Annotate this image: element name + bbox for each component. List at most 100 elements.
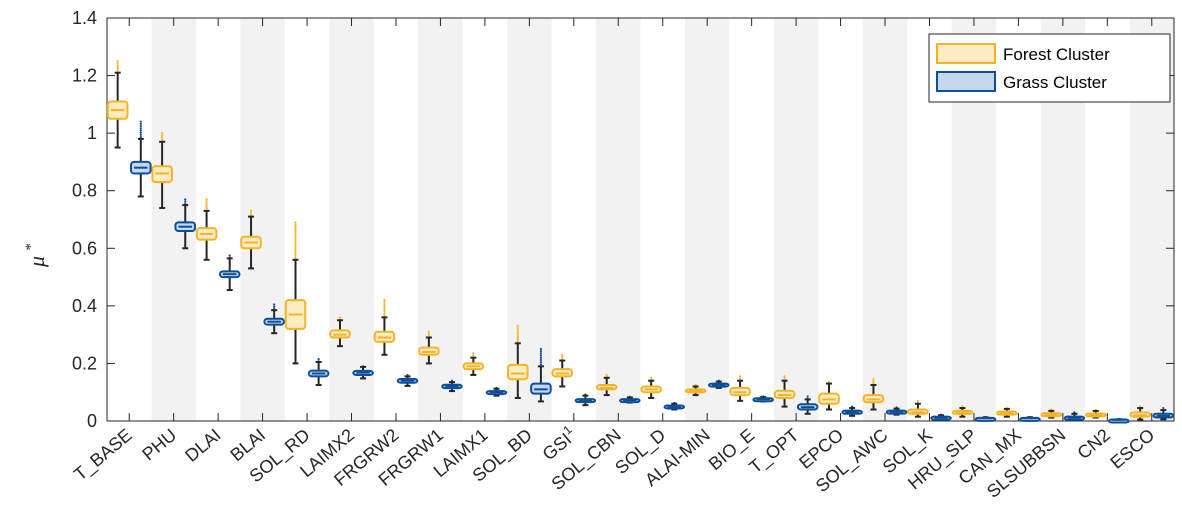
box-laimx1-grass [485, 386, 508, 397]
outlier-point [294, 243, 297, 246]
box-frgrw2-forest [373, 299, 396, 356]
outlier-point [383, 314, 386, 317]
box-sol_rd-forest [284, 221, 307, 365]
box-can_mx-forest [996, 406, 1018, 418]
box-sol_awc-forest [862, 378, 885, 411]
outlier-point [539, 354, 543, 357]
outlier-point [294, 232, 297, 235]
band-blai [240, 18, 285, 421]
outlier-point [273, 305, 276, 308]
outlier-point [539, 347, 543, 351]
y-axis-label-text: μ [24, 256, 49, 268]
outlier-point [184, 198, 187, 201]
outlier-point [161, 132, 164, 135]
outlier-point [294, 225, 297, 228]
outlier-point [472, 352, 475, 355]
outlier-point [561, 353, 564, 356]
y-tick-label: 0.8 [72, 181, 97, 201]
plot-frame [106, 17, 1175, 422]
box-alai-min-forest [684, 383, 707, 397]
box-sol_k-grass [930, 413, 952, 421]
y-tick-label: 0.6 [72, 238, 97, 258]
box-esco-forest [1129, 405, 1151, 421]
band-laimx2 [329, 18, 374, 421]
box-series [106, 60, 1175, 424]
outlier-point [872, 378, 875, 381]
outlier-point [116, 60, 119, 63]
y-axis-label: μ * [23, 243, 49, 268]
outlier-point [205, 198, 208, 201]
y-tick-label: 0.2 [72, 353, 97, 373]
band-alai-min [684, 18, 730, 421]
box-alai-min-grass [707, 379, 730, 389]
outlier-point [738, 375, 742, 378]
outlier-point [294, 245, 297, 248]
x-tick-label-esco: ESCO [1106, 425, 1158, 473]
band-t_opt [773, 18, 819, 421]
outlier-point [294, 241, 297, 244]
x-tick-label-dlai: DLAI [181, 425, 225, 466]
outlier-point [294, 238, 297, 242]
band-sol_cbn [596, 18, 641, 421]
outlier-point [516, 333, 519, 336]
box-frgrw1-forest [418, 330, 440, 365]
outlier-point [738, 377, 742, 380]
y-tick-label: 1.2 [72, 66, 97, 86]
outlier-point [294, 221, 297, 224]
box-hru_slp-forest [951, 405, 974, 418]
outlier-point [116, 64, 119, 67]
outlier-point [516, 327, 519, 330]
outlier-point [294, 247, 297, 250]
outlier-point [249, 209, 253, 212]
outlier-point [273, 303, 276, 306]
outlier-point [539, 363, 543, 366]
box-frgrw1-grass [441, 379, 463, 393]
box-blai-grass [263, 303, 285, 335]
legend-swatch-grass [936, 71, 996, 92]
box-t_opt-forest [773, 375, 796, 408]
outlier-point [1162, 406, 1165, 410]
box-gsi-grass [574, 393, 597, 407]
band-frgrw1 [418, 18, 463, 421]
outlier-point [139, 133, 142, 136]
box-t_base-grass [130, 120, 152, 198]
y-tick-labels: 0 0.2 0.4 0.6 0.8 1 1.2 1.4 [72, 8, 97, 431]
box-laimx2-grass [352, 365, 374, 380]
x-tick-label-t_base: T_BASE [70, 425, 136, 485]
box-dlai-grass [218, 254, 241, 292]
outlier-point [228, 254, 231, 257]
box-sol_k-forest [907, 399, 929, 418]
outlier-point [294, 223, 297, 226]
outlier-point [650, 376, 653, 379]
outlier-point [383, 305, 386, 308]
outlier-point [472, 354, 475, 357]
outlier-point [205, 202, 208, 205]
outlier-point [205, 200, 208, 203]
outlier-point [516, 331, 519, 334]
box-bio_e-grass [752, 395, 774, 403]
outlier-point [317, 358, 320, 361]
outlier-point [294, 256, 297, 259]
outlier-point [539, 352, 543, 355]
outlier-point [184, 200, 187, 203]
outlier-point [294, 249, 297, 253]
box-sol_rd-grass [307, 358, 330, 387]
box-laimx1-forest [462, 352, 485, 376]
outlier-point [916, 399, 920, 402]
box-bio_e-forest [729, 375, 751, 402]
outlier-point [338, 316, 342, 319]
outlier-point [783, 377, 786, 380]
outlier-point [139, 135, 142, 139]
outlier-point [161, 138, 164, 141]
alternating-background-bands [151, 18, 1174, 421]
outlier-point [806, 395, 809, 398]
outlier-point [116, 62, 119, 65]
box-blai-forest [240, 209, 262, 270]
y-tick-label: 1 [87, 123, 97, 143]
outlier-point [161, 136, 164, 139]
box-sol_d-grass [663, 402, 686, 411]
outlier-point [427, 332, 430, 336]
outlier-point [205, 204, 208, 208]
legend-label-forest: Forest Cluster [1003, 45, 1110, 64]
